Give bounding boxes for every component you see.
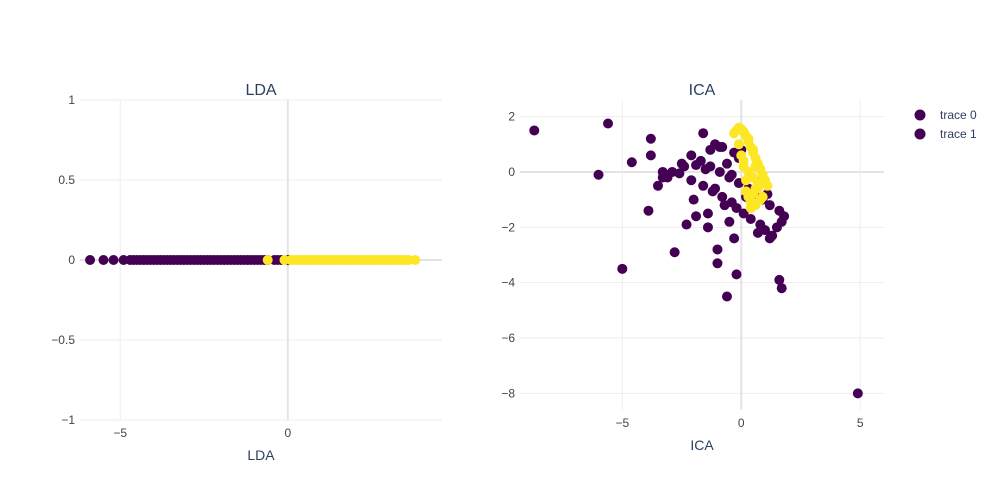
ica-point-series-0[interactable] xyxy=(774,274,785,285)
ica-point-series-0[interactable] xyxy=(712,258,723,269)
ica-point-series-0[interactable] xyxy=(698,128,709,139)
lda-point-series-0[interactable] xyxy=(85,255,96,265)
lda-y-tick-label: 1 xyxy=(68,93,75,107)
ica-point-series-0[interactable] xyxy=(705,161,716,172)
ica-point-series-0[interactable] xyxy=(745,214,756,225)
ica-point-series-0[interactable] xyxy=(774,205,785,216)
ica-point-series-1[interactable] xyxy=(741,175,752,186)
ica-point-series-0[interactable] xyxy=(702,208,713,219)
ica-point-series-1[interactable] xyxy=(752,183,763,194)
lda-point-series-1[interactable] xyxy=(262,255,273,265)
lda-point-series-1[interactable] xyxy=(410,255,421,265)
ica-point-series-0[interactable] xyxy=(717,191,728,202)
ica-point-series-0[interactable] xyxy=(645,150,656,161)
ica-point-series-0[interactable] xyxy=(686,175,697,186)
ica-point-series-0[interactable] xyxy=(603,118,614,129)
ica-x-axis-title: ICA xyxy=(690,437,714,453)
legend-label: trace 0 xyxy=(940,108,977,122)
ica-point-series-0[interactable] xyxy=(681,219,692,230)
ica-point-series-0[interactable] xyxy=(852,388,863,399)
ica-title: ICA xyxy=(689,82,716,99)
lda-x-tick-label: 0 xyxy=(284,426,291,440)
legend-label: trace 1 xyxy=(940,127,977,141)
ica-point-series-0[interactable] xyxy=(695,155,706,166)
ica-y-tick-label: −4 xyxy=(501,276,515,290)
ica-point-series-0[interactable] xyxy=(764,233,775,244)
lda-x-tick-label: −5 xyxy=(113,426,127,440)
ica-point-series-1[interactable] xyxy=(762,180,773,191)
ica-point-series-0[interactable] xyxy=(669,247,680,258)
ica-point-series-0[interactable] xyxy=(752,227,763,238)
lda-point-series-0[interactable] xyxy=(108,255,119,265)
ica-point-series-0[interactable] xyxy=(688,194,699,205)
ica-point-series-1[interactable] xyxy=(745,202,756,213)
ica-point-series-0[interactable] xyxy=(729,233,740,244)
ica-point-series-0[interactable] xyxy=(652,180,663,191)
ica-point-series-1[interactable] xyxy=(743,133,754,144)
ica-point-series-0[interactable] xyxy=(726,169,737,180)
ica-point-series-0[interactable] xyxy=(714,166,725,177)
lda-panel: LDA 1 0.5 0 −0.5 −1 −5 0 LDA xyxy=(51,82,442,463)
legend-item-1[interactable]: trace 1 xyxy=(914,127,978,141)
ica-point-series-0[interactable] xyxy=(712,244,723,255)
lda-y-tick-label: 0.5 xyxy=(58,173,75,187)
lda-point-series-0[interactable] xyxy=(98,255,109,265)
legend-marker xyxy=(914,128,926,140)
legend[interactable]: trace 0 trace 1 xyxy=(914,108,978,141)
ica-point-series-0[interactable] xyxy=(698,180,709,191)
ica-point-series-0[interactable] xyxy=(710,183,721,194)
ica-panel: ICA 2 0 −2 −4 −6 −8 −5 0 5 ICA xyxy=(501,82,884,453)
ica-point-series-0[interactable] xyxy=(529,125,540,136)
ica-point-series-1[interactable] xyxy=(748,144,759,155)
ica-point-series-0[interactable] xyxy=(645,133,656,144)
legend-item-0[interactable]: trace 0 xyxy=(914,108,978,122)
ica-point-series-0[interactable] xyxy=(676,158,687,169)
ica-point-series-0[interactable] xyxy=(721,158,732,169)
lda-y-tick-label: −1 xyxy=(61,413,75,427)
ica-point-series-0[interactable] xyxy=(731,202,742,213)
lda-x-axis-title: LDA xyxy=(247,447,275,463)
ica-point-series-0[interactable] xyxy=(686,150,697,161)
ica-point-series-1[interactable] xyxy=(750,161,761,172)
ica-x-tick-label: −5 xyxy=(615,416,629,430)
ica-point-series-0[interactable] xyxy=(691,211,702,222)
ica-y-tick-label: −6 xyxy=(501,331,515,345)
ica-x-tick-label: 5 xyxy=(857,416,864,430)
lda-title: LDA xyxy=(245,82,276,99)
ica-point-series-0[interactable] xyxy=(643,205,654,216)
ica-point-series-0[interactable] xyxy=(662,172,673,183)
ica-point-series-0[interactable] xyxy=(764,200,775,211)
lda-y-tick-label: 0 xyxy=(68,253,75,267)
ica-point-series-0[interactable] xyxy=(738,208,749,219)
ica-point-series-0[interactable] xyxy=(717,142,728,153)
ica-point-series-0[interactable] xyxy=(626,157,637,168)
ica-y-tick-label: −2 xyxy=(501,220,515,234)
ica-point-series-0[interactable] xyxy=(776,283,787,294)
ica-x-tick-label: 0 xyxy=(738,416,745,430)
legend-marker xyxy=(914,109,926,121)
ica-point-series-0[interactable] xyxy=(731,269,742,280)
ica-y-tick-label: 0 xyxy=(508,165,515,179)
ica-point-series-1[interactable] xyxy=(733,139,744,150)
ica-y-tick-label: −8 xyxy=(501,386,515,400)
ica-point-series-0[interactable] xyxy=(702,222,713,233)
ica-y-tick-label: 2 xyxy=(508,110,515,124)
ica-point-series-0[interactable] xyxy=(721,291,732,302)
ica-point-series-0[interactable] xyxy=(724,216,735,227)
ica-point-series-0[interactable] xyxy=(617,263,628,274)
ica-point-series-0[interactable] xyxy=(593,169,604,180)
ica-point-series-0[interactable] xyxy=(719,200,730,211)
ica-point-series-1[interactable] xyxy=(738,155,749,166)
lda-y-tick-label: −0.5 xyxy=(51,333,75,347)
ica-point-series-1[interactable] xyxy=(757,191,768,202)
